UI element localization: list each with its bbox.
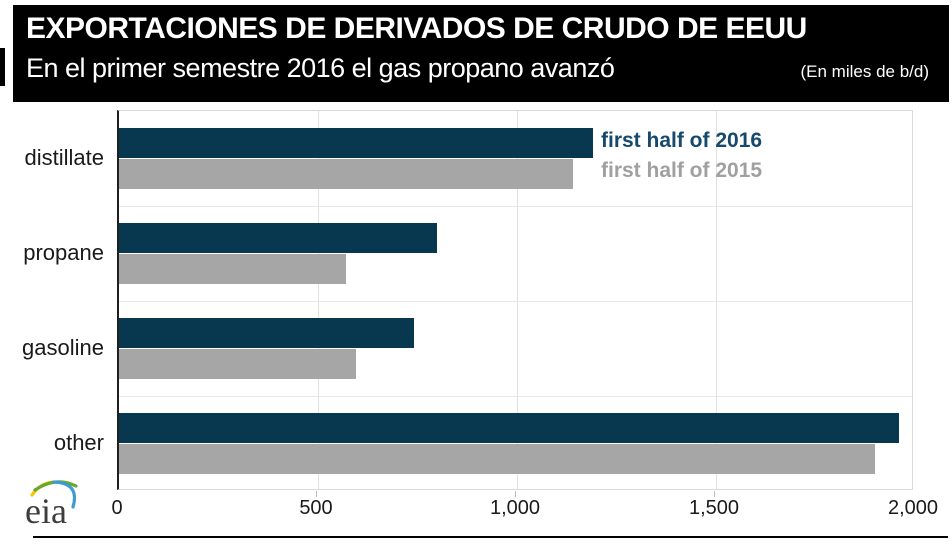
x-tick-label-1,000: 1,000 [489, 497, 541, 519]
gridline-500 [318, 111, 319, 489]
bar-gasoline-first-half-of-2015 [119, 349, 356, 379]
band-separator [119, 206, 912, 207]
bar-propane-first-half-of-2015 [119, 254, 346, 284]
x-tick-mark [714, 491, 715, 497]
gridline-1500 [716, 111, 717, 489]
slide-subtitle: En el primer semestre 2016 el gas propan… [26, 53, 615, 83]
band-separator [119, 301, 912, 302]
header-banner: EXPORTACIONES DE DERIVADOS DE CRUDO DE E… [13, 5, 949, 102]
bar-distillate-first-half-of-2015 [119, 159, 573, 189]
eia-logo-text: eia [25, 491, 67, 531]
left-edge-mark [0, 48, 5, 86]
plot-area [117, 110, 913, 490]
x-tick-mark [515, 491, 516, 497]
category-label-gasoline: gasoline [22, 335, 104, 360]
chart-legend: first half of 2016 first half of 2015 [601, 126, 762, 186]
x-tick-mark [316, 491, 317, 497]
bar-other-first-half-of-2015 [119, 444, 875, 474]
x-tick-label-0: 0 [111, 497, 123, 519]
category-label-propane: propane [23, 240, 104, 265]
unit-note: (En miles de b/d) [800, 62, 930, 81]
bar-gasoline-first-half-of-2016 [119, 318, 414, 348]
bar-propane-first-half-of-2016 [119, 223, 437, 253]
x-tick-label-500: 500 [299, 497, 333, 519]
bar-distillate-first-half-of-2016 [119, 128, 593, 158]
bottom-divider [33, 536, 948, 538]
x-tick-label-1,500: 1,500 [688, 497, 740, 519]
category-label-distillate: distillate [24, 145, 104, 170]
eia-swoosh-icon [30, 480, 78, 509]
band-separator [119, 396, 912, 397]
gridline-1000 [517, 111, 518, 489]
bar-other-first-half-of-2016 [119, 413, 899, 443]
eia-logo: eia [18, 477, 90, 531]
legend-item-first-half-of-2015: first half of 2015 [601, 159, 763, 182]
header-subrow: En el primer semestre 2016 el gas propan… [26, 53, 935, 84]
category-label-other: other [53, 430, 104, 455]
legend-item-first-half-of-2016: first half of 2016 [601, 129, 763, 152]
slide-title: EXPORTACIONES DE DERIVADOS DE CRUDO DE E… [26, 12, 807, 45]
x-tick-label-2,000: 2,000 [887, 497, 939, 519]
